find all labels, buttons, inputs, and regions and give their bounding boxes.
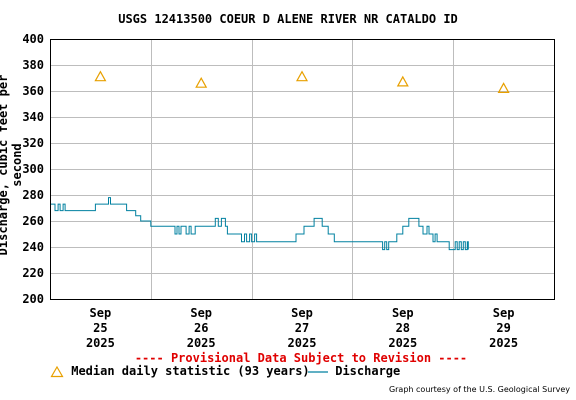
grid-layer <box>50 39 554 299</box>
median-marker <box>295 70 309 82</box>
x-tick-label: Sep 27 2025 <box>288 306 317 350</box>
x-tick-label: Sep 26 2025 <box>187 306 216 350</box>
y-tick-label: 220 <box>22 266 44 280</box>
provisional-note: ---- Provisional Data Subject to Revisio… <box>134 351 468 365</box>
y-tick-label: 240 <box>22 240 44 254</box>
legend-median-label: Median daily statistic (93 years) <box>71 364 310 378</box>
x-tick-label: Sep 25 2025 <box>86 306 115 350</box>
plot-area-border <box>50 39 555 300</box>
y-tick-label: 200 <box>22 292 44 306</box>
tick-label-layer: 200 220 240 260 280 300 320 340 360 380 400 Sep 25 20… <box>22 32 518 350</box>
y-tick-label: 400 <box>22 32 44 46</box>
legend-item-discharge: Discharge <box>308 364 400 378</box>
y-tick-label: 360 <box>22 84 44 98</box>
line-swatch-icon <box>308 370 328 373</box>
median-marker <box>94 70 107 82</box>
graph-credit: Graph courtesy of the U.S. Geological Su… <box>388 385 570 394</box>
legend-item-median: Median daily statistic (93 years) <box>50 364 310 378</box>
y-tick-label: 300 <box>22 162 44 176</box>
triangle-marker-icon <box>50 365 64 377</box>
median-marker <box>396 75 409 87</box>
x-tick-label: Sep 28 2025 <box>388 306 417 350</box>
chart-title: USGS 12413500 COEUR D ALENE RIVER NR CAT… <box>118 12 458 26</box>
y-tick-label: 380 <box>22 58 44 72</box>
y-tick-label: 340 <box>22 110 44 124</box>
x-tick-label: Sep 29 2025 <box>489 306 518 350</box>
y-tick-label: 260 <box>22 214 44 228</box>
series-layer <box>50 70 510 251</box>
discharge-line <box>50 197 469 251</box>
legend-discharge-label: Discharge <box>335 364 401 378</box>
median-marker <box>195 76 208 88</box>
median-marker <box>497 82 510 94</box>
y-tick-label: 280 <box>22 188 44 202</box>
y-tick-label: 320 <box>22 136 44 150</box>
